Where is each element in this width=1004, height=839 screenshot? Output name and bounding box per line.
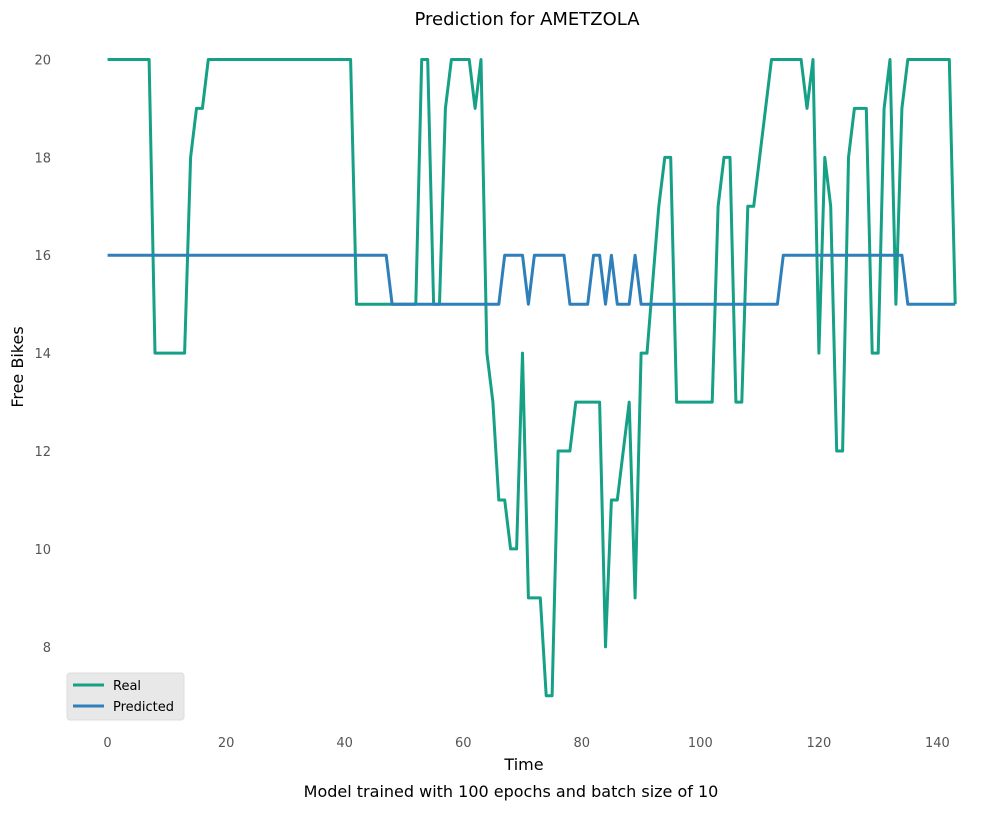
y-tick-label: 20 bbox=[34, 53, 51, 68]
x-tick-label: 20 bbox=[218, 736, 235, 751]
x-axis-ticks: 0 20 40 60 80 100 120 140 bbox=[103, 736, 949, 751]
x-axis-label: Time bbox=[503, 755, 543, 774]
legend-label-real: Real bbox=[113, 679, 141, 694]
chart-caption: Model trained with 100 epochs and batch … bbox=[304, 782, 719, 801]
y-tick-label: 10 bbox=[34, 543, 51, 558]
y-tick-label: 8 bbox=[43, 641, 51, 656]
x-tick-label: 100 bbox=[688, 736, 713, 751]
x-tick-label: 140 bbox=[925, 736, 950, 751]
x-tick-label: 60 bbox=[455, 736, 472, 751]
y-tick-label: 18 bbox=[34, 151, 51, 166]
chart-title: Prediction for AMETZOLA bbox=[414, 9, 640, 30]
y-tick-label: 16 bbox=[34, 249, 51, 264]
legend: Real Predicted bbox=[66, 672, 185, 721]
y-tick-label: 14 bbox=[34, 347, 51, 362]
x-tick-label: 120 bbox=[806, 736, 831, 751]
y-tick-label: 12 bbox=[34, 445, 51, 460]
y-axis-label: Free Bikes bbox=[8, 326, 27, 407]
series-line-real bbox=[107, 58, 957, 698]
x-tick-label: 80 bbox=[574, 736, 591, 751]
x-tick-label: 40 bbox=[336, 736, 353, 751]
legend-label-predicted: Predicted bbox=[113, 700, 174, 715]
x-tick-label: 0 bbox=[103, 736, 111, 751]
series-line-predicted bbox=[107, 253, 956, 306]
y-axis-ticks: 8 10 12 14 16 18 20 bbox=[34, 53, 51, 655]
series-lines bbox=[107, 58, 957, 698]
